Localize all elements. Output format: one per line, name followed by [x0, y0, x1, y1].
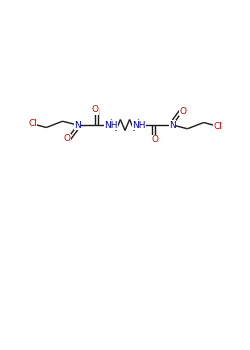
Text: Cl: Cl: [213, 122, 222, 131]
Text: NH: NH: [132, 120, 145, 130]
Text: O: O: [64, 134, 71, 143]
Text: O: O: [152, 135, 158, 145]
Text: O: O: [179, 107, 186, 116]
Text: NH: NH: [104, 120, 118, 130]
Text: N: N: [169, 120, 176, 130]
Text: Cl: Cl: [28, 119, 37, 128]
Text: N: N: [74, 120, 81, 130]
Text: O: O: [92, 105, 98, 114]
